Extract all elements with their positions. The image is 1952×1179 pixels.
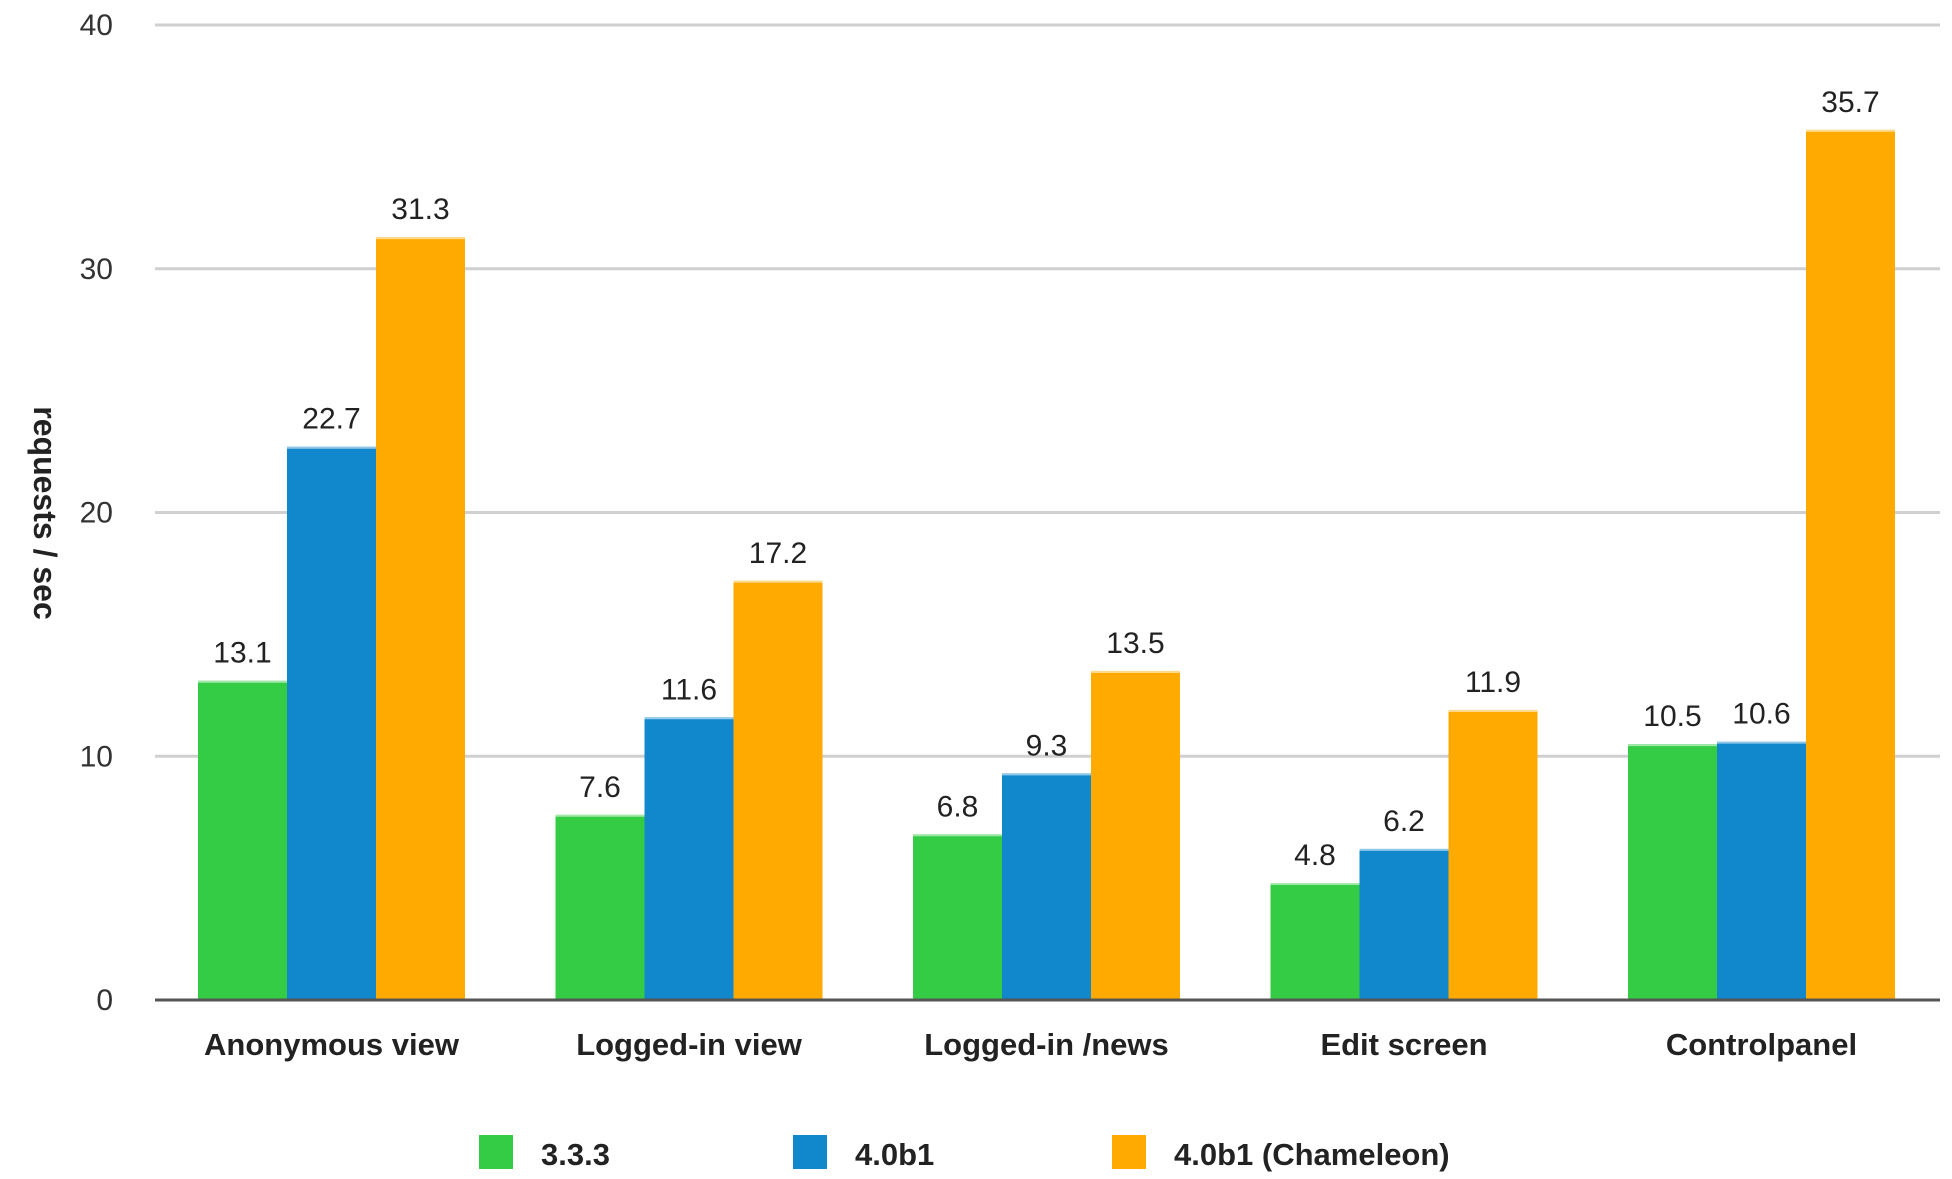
bar-2-4 (1359, 848, 1449, 1000)
y-tick-label: 0 (96, 984, 113, 1017)
bar-1-2 (555, 814, 645, 1000)
bar-2-3 (1002, 773, 1091, 1000)
value-label: 13.1 (213, 637, 271, 670)
bar-1-4 (1270, 883, 1360, 1000)
value-label: 11.9 (1465, 666, 1521, 699)
x-category-label: Logged-in /news (924, 1027, 1169, 1062)
value-label: 22.7 (302, 403, 360, 436)
value-labels: 13.1 22.7 31.3 7.6 11.6 17.2 6.8 9.3 13.5 4.8 6.2 1… (213, 86, 1879, 872)
bar-1-3 (913, 834, 1002, 1000)
value-label: 31.3 (391, 193, 449, 226)
value-label: 13.5 (1106, 627, 1164, 660)
legend-swatch (793, 1135, 827, 1169)
bars (198, 129, 1895, 1000)
bar-3-4 (1448, 709, 1538, 1000)
x-category-label: Anonymous view (204, 1027, 460, 1062)
value-label: 9.3 (1026, 729, 1068, 762)
value-label: 6.8 (937, 790, 979, 823)
y-axis-title: requests / sec (27, 406, 63, 619)
bar-3-5 (1806, 129, 1895, 1000)
bar-2-5 (1717, 741, 1806, 1000)
y-tick-label: 20 (80, 497, 113, 530)
value-label: 10.5 (1643, 700, 1701, 733)
value-label: 10.6 (1732, 698, 1790, 731)
bar-1-5 (1628, 744, 1717, 1000)
axes: 0 10 20 30 40 requests / sec Anonymous view Log… (27, 9, 1940, 1062)
legend-swatch (479, 1135, 513, 1169)
bar-3-3 (1091, 670, 1180, 1000)
legend: 3.3.3 4.0b1 4.0b1 (Chameleon) (479, 1135, 1450, 1172)
bar-1-1 (198, 680, 287, 1000)
legend-label: 3.3.3 (541, 1137, 610, 1172)
value-label: 7.6 (579, 771, 621, 804)
bar-3-1 (376, 237, 465, 1000)
bar-2-1 (287, 446, 376, 1000)
bar-3-2 (733, 580, 823, 1000)
value-label: 35.7 (1821, 86, 1879, 119)
y-tick-label: 40 (80, 9, 113, 42)
value-label: 11.6 (661, 673, 717, 706)
value-label: 4.8 (1294, 839, 1336, 872)
bar-2-2 (644, 717, 734, 1000)
value-label: 6.2 (1383, 805, 1425, 838)
x-category-label: Logged-in view (576, 1027, 803, 1062)
value-label: 17.2 (749, 537, 807, 570)
y-tick-label: 10 (80, 740, 113, 773)
x-category-label: Controlpanel (1666, 1027, 1857, 1062)
legend-label: 4.0b1 (855, 1137, 934, 1172)
y-tick-label: 30 (80, 253, 113, 286)
legend-swatch (1112, 1135, 1146, 1169)
legend-label: 4.0b1 (Chameleon) (1174, 1137, 1450, 1172)
x-category-label: Edit screen (1320, 1027, 1487, 1062)
